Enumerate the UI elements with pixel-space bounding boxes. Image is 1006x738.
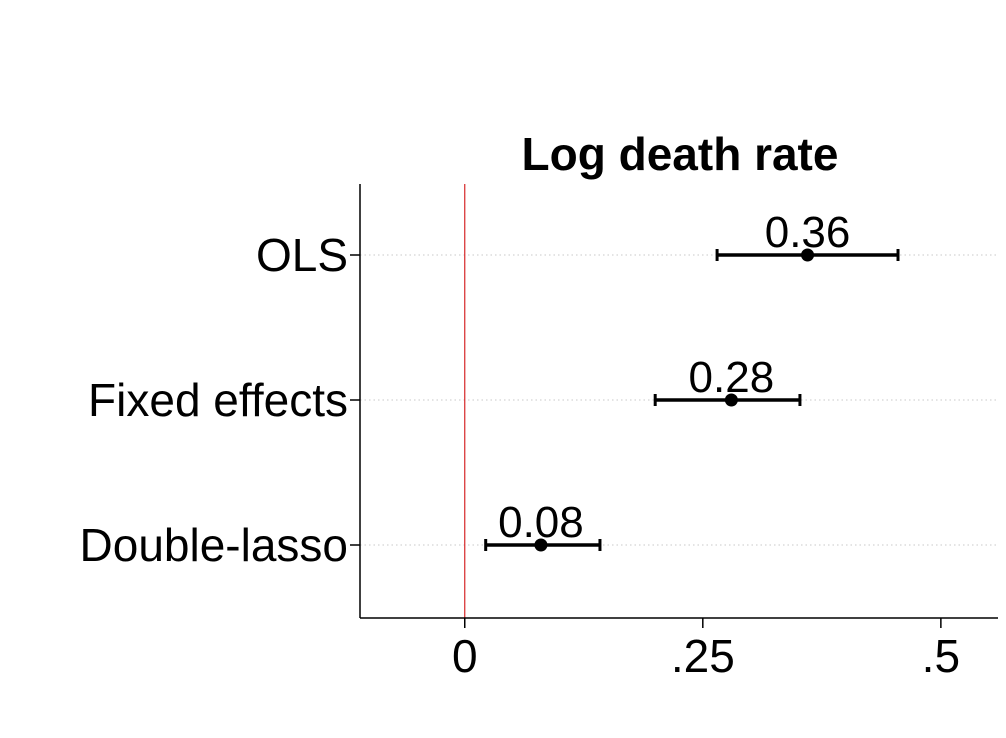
y-tick-label: Double-lasso [80, 519, 348, 571]
y-tick-label: OLS [256, 229, 348, 281]
estimate-label: 0.08 [498, 498, 584, 547]
x-tick-label: .5 [922, 630, 960, 682]
estimates: 0.36 0.28 0.08 [484, 208, 900, 552]
x-tick-label: .25 [671, 630, 735, 682]
x-tick-label: 0 [452, 630, 478, 682]
estimate-point [801, 248, 815, 262]
chart-title: Log death rate [522, 128, 839, 180]
estimate-label: 0.36 [765, 208, 851, 257]
y-tick-label: Fixed effects [88, 374, 348, 426]
axis-ticks: OLS Fixed effects Double-lasso 0 .25 .5 [80, 229, 961, 682]
estimate-label: 0.28 [689, 353, 775, 402]
estimate-point [724, 393, 738, 407]
estimate-point [534, 538, 548, 552]
